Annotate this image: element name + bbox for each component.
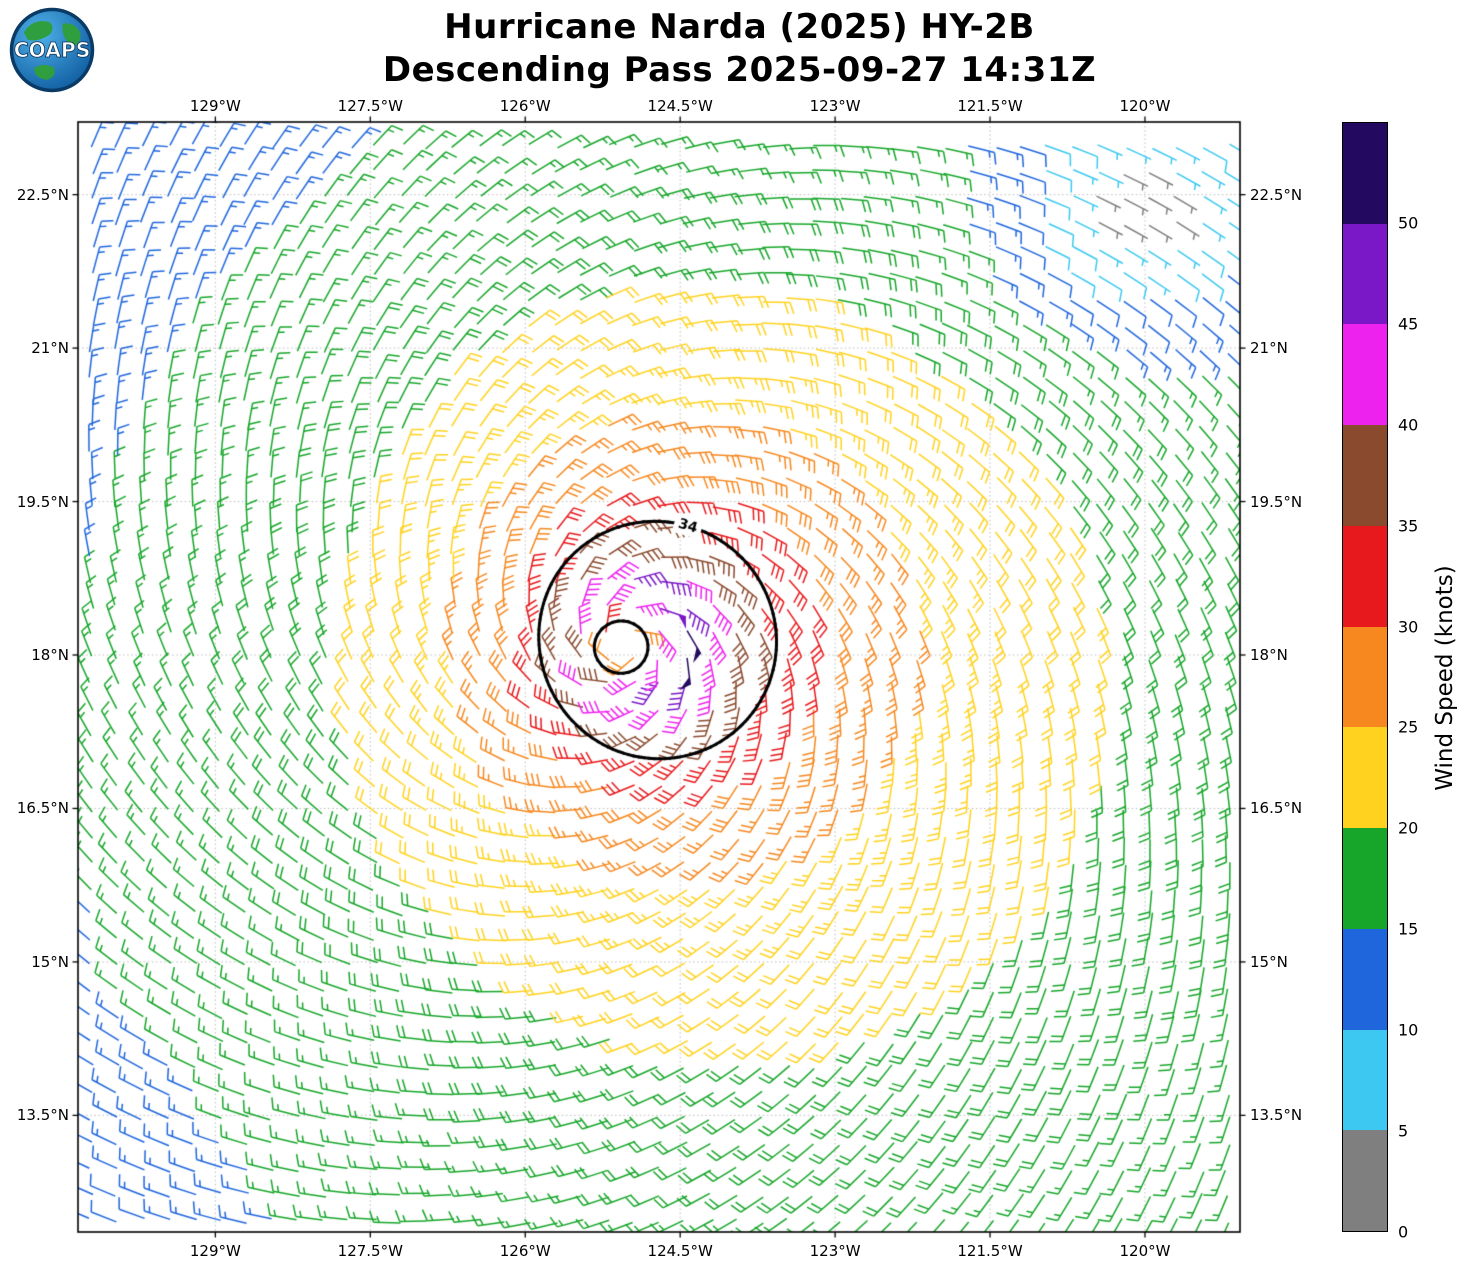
globe-land-3 bbox=[34, 64, 55, 80]
colorbar-tick-40: 40 bbox=[1398, 415, 1419, 435]
colorbar-tick-5: 5 bbox=[1398, 1121, 1409, 1141]
globe-land-1 bbox=[23, 21, 53, 41]
colorbar-tick-35: 35 bbox=[1398, 516, 1419, 536]
colorbar bbox=[1342, 122, 1388, 1232]
colorbar-tick-25: 25 bbox=[1398, 717, 1419, 737]
coaps-globe-icon: COAPS bbox=[9, 7, 95, 93]
lat-tick-label-left: 19.5°N bbox=[16, 492, 69, 511]
colorbar-segment-40-45 bbox=[1343, 324, 1387, 426]
coaps-logo-text: COAPS bbox=[14, 38, 91, 62]
colorbar-segment-30-35 bbox=[1343, 525, 1387, 627]
lon-tick-label-top: 127.5°W bbox=[337, 97, 403, 115]
colorbar-segment-15-20 bbox=[1343, 828, 1387, 929]
lon-tick-label-bottom: 121.5°W bbox=[957, 1242, 1023, 1260]
lon-tick-label-bottom: 123°W bbox=[809, 1242, 861, 1260]
lon-tick-label-top: 129°W bbox=[189, 97, 241, 115]
chart-subtitle: Descending Pass 2025-09-27 14:31Z bbox=[382, 50, 1097, 90]
colorbar-segment-25-30 bbox=[1343, 626, 1387, 728]
colorbar-tick-30: 30 bbox=[1398, 617, 1419, 637]
lon-tick-label-top: 121.5°W bbox=[957, 97, 1023, 115]
lat-tick-label-right: 15°N bbox=[1250, 952, 1288, 971]
colorbar-axis-label: Wind Speed (knots) bbox=[1432, 565, 1458, 791]
lat-tick-label-left: 21°N bbox=[31, 339, 69, 358]
colorbar-segment-45-50 bbox=[1343, 223, 1387, 325]
lon-tick-label-bottom: 124.5°W bbox=[647, 1242, 713, 1260]
lon-tick-label-bottom: 127.5°W bbox=[337, 1242, 403, 1260]
colorbar-segment-35-40 bbox=[1343, 425, 1387, 526]
lat-tick-label-right: 21°N bbox=[1250, 339, 1288, 358]
colorbar-tick-45: 45 bbox=[1398, 314, 1419, 334]
lon-tick-label-bottom: 126°W bbox=[499, 1242, 551, 1260]
lat-tick-label-right: 19.5°N bbox=[1250, 492, 1303, 511]
globe-land-2 bbox=[62, 23, 81, 47]
lon-tick-label-bottom: 120°W bbox=[1119, 1242, 1171, 1260]
lon-tick-label-top: 120°W bbox=[1119, 97, 1171, 115]
lat-tick-label-left: 16.5°N bbox=[16, 799, 69, 818]
colorbar-segment-20-25 bbox=[1343, 727, 1387, 829]
lat-tick-label-left: 18°N bbox=[31, 646, 69, 664]
chart-title: Hurricane Narda (2025) HY-2B bbox=[444, 7, 1035, 47]
lat-tick-label-left: 22.5°N bbox=[16, 185, 69, 204]
lat-tick-label-right: 18°N bbox=[1250, 646, 1288, 664]
colorbar-tick-15: 15 bbox=[1398, 919, 1419, 939]
colorbar-tick-50: 50 bbox=[1398, 213, 1419, 233]
lon-tick-label-top: 123°W bbox=[809, 97, 861, 115]
lon-tick-label-top: 126°W bbox=[499, 97, 551, 115]
colorbar-segment-0-5 bbox=[1343, 1130, 1387, 1232]
lat-tick-label-right: 16.5°N bbox=[1250, 799, 1303, 818]
lat-tick-label-left: 13.5°N bbox=[16, 1106, 69, 1125]
colorbar-tick-10: 10 bbox=[1398, 1020, 1419, 1040]
colorbar-tick-20: 20 bbox=[1398, 818, 1419, 838]
lon-tick-label-top: 124.5°W bbox=[647, 97, 713, 115]
wind-barb-plot-canvas bbox=[68, 112, 1250, 1242]
lat-tick-label-right: 22.5°N bbox=[1250, 185, 1303, 204]
lat-tick-label-right: 13.5°N bbox=[1250, 1106, 1303, 1125]
colorbar-tick-0: 0 bbox=[1398, 1222, 1409, 1242]
lat-tick-label-left: 15°N bbox=[31, 952, 69, 971]
colorbar-segment-50-55 bbox=[1343, 123, 1387, 224]
coaps-logo: COAPS bbox=[8, 6, 96, 94]
colorbar-segment-5-10 bbox=[1343, 1029, 1387, 1131]
colorbar-segment-10-15 bbox=[1343, 928, 1387, 1030]
title-block: Hurricane Narda (2025) HY-2B Descending … bbox=[0, 6, 1479, 92]
lon-tick-label-bottom: 129°W bbox=[189, 1242, 241, 1260]
